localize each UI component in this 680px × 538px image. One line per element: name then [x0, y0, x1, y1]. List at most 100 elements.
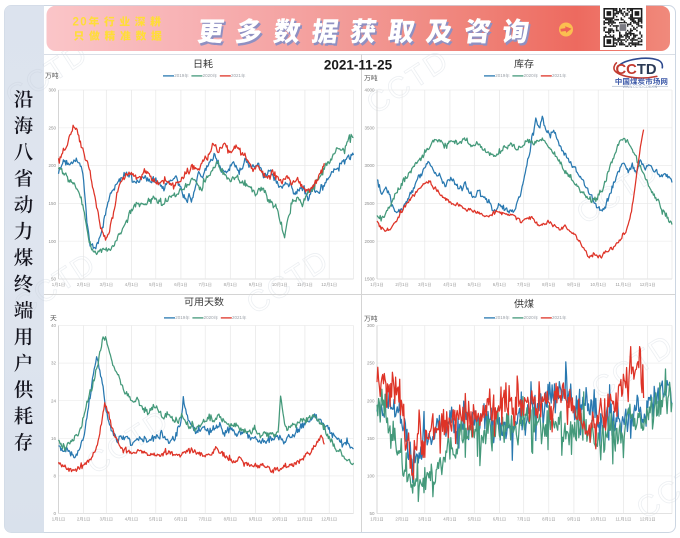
svg-text:150: 150 [48, 201, 56, 206]
svg-text:2: 2 [77, 516, 80, 521]
svg-text:4: 4 [125, 282, 128, 287]
svg-text:10: 10 [272, 516, 277, 521]
svg-text:1: 1 [524, 282, 527, 287]
svg-text:5: 5 [468, 516, 471, 521]
svg-text:12: 12 [640, 516, 645, 521]
svg-text:100: 100 [48, 239, 56, 244]
svg-text:1: 1 [330, 516, 333, 521]
svg-text:1: 1 [474, 282, 477, 287]
svg-text:1: 1 [425, 282, 428, 287]
svg-text:9: 9 [249, 282, 252, 287]
svg-text:1: 1 [106, 516, 109, 521]
svg-text:2019: 2019 [495, 73, 506, 78]
svg-text:100: 100 [367, 474, 375, 479]
svg-text:300: 300 [367, 323, 375, 328]
svg-text:5: 5 [149, 282, 152, 287]
svg-text:2019: 2019 [174, 73, 185, 78]
svg-text:10: 10 [272, 282, 277, 287]
svg-text:1: 1 [156, 282, 159, 287]
svg-text:11: 11 [616, 282, 621, 287]
svg-text:50: 50 [369, 511, 375, 516]
svg-text:1: 1 [181, 282, 184, 287]
svg-text:3000: 3000 [364, 163, 375, 168]
svg-text:1: 1 [230, 282, 233, 287]
svg-text:9: 9 [567, 282, 570, 287]
svg-text:200: 200 [48, 163, 56, 168]
svg-text:1: 1 [549, 282, 552, 287]
svg-text:3: 3 [100, 516, 103, 521]
svg-text:1: 1 [255, 516, 258, 521]
svg-text:1: 1 [625, 282, 628, 287]
svg-text:24: 24 [51, 398, 57, 403]
svg-text:6: 6 [493, 282, 496, 287]
svg-text:20: 20 [73, 17, 89, 29]
svg-text:50: 50 [51, 277, 57, 282]
svg-text:1: 1 [131, 282, 134, 287]
svg-text:1: 1 [181, 516, 184, 521]
svg-text:1: 1 [106, 282, 109, 287]
svg-text:5: 5 [468, 282, 471, 287]
svg-text:1: 1 [330, 282, 333, 287]
svg-text:4000: 4000 [364, 88, 375, 93]
svg-text:9: 9 [567, 516, 570, 521]
svg-text:12: 12 [640, 282, 645, 287]
svg-text:1500: 1500 [364, 277, 375, 282]
svg-text:2020: 2020 [203, 73, 214, 78]
svg-text:1: 1 [230, 516, 233, 521]
svg-text:2: 2 [395, 516, 398, 521]
svg-text:3: 3 [418, 516, 421, 521]
svg-text:1: 1 [402, 516, 405, 521]
svg-text:2020: 2020 [524, 315, 535, 320]
svg-text:8: 8 [224, 282, 227, 287]
svg-text:150: 150 [367, 436, 375, 441]
svg-text:1: 1 [625, 516, 628, 521]
svg-text:1: 1 [600, 282, 603, 287]
svg-text:2000: 2000 [364, 239, 375, 244]
svg-text:12: 12 [321, 282, 326, 287]
svg-text:1: 1 [402, 282, 405, 287]
svg-text:1: 1 [450, 282, 453, 287]
svg-text:32: 32 [51, 361, 57, 366]
svg-text:1: 1 [52, 516, 55, 521]
svg-text:2021: 2021 [552, 315, 563, 320]
svg-text:1: 1 [205, 516, 208, 521]
svg-text:3: 3 [418, 282, 421, 287]
svg-text:1: 1 [499, 282, 502, 287]
svg-text:1: 1 [549, 516, 552, 521]
svg-text:8: 8 [224, 516, 227, 521]
svg-text:1: 1 [574, 282, 577, 287]
svg-text:1: 1 [450, 516, 453, 521]
svg-text:1: 1 [84, 516, 87, 521]
svg-text:10: 10 [590, 282, 595, 287]
svg-text:7: 7 [517, 282, 520, 287]
svg-text:CCTD: CCTD [616, 62, 657, 78]
svg-text:2020: 2020 [524, 73, 535, 78]
svg-text:250: 250 [48, 125, 56, 130]
svg-text:4: 4 [125, 516, 128, 521]
svg-text:40: 40 [51, 323, 57, 328]
svg-text:1: 1 [370, 282, 373, 287]
svg-text:1: 1 [84, 282, 87, 287]
svg-text:1: 1 [499, 516, 502, 521]
svg-text:6: 6 [174, 516, 177, 521]
svg-text:6: 6 [174, 282, 177, 287]
svg-text:1: 1 [255, 282, 258, 287]
svg-text:1: 1 [281, 516, 284, 521]
svg-text:2019: 2019 [175, 315, 186, 320]
svg-text:1: 1 [600, 516, 603, 521]
svg-text:11: 11 [297, 516, 302, 521]
svg-text:8: 8 [542, 516, 545, 521]
svg-text:7: 7 [517, 516, 520, 521]
svg-text:250: 250 [367, 361, 375, 366]
svg-text:2021: 2021 [232, 315, 243, 320]
svg-text:1: 1 [524, 516, 527, 521]
svg-text:1: 1 [649, 516, 652, 521]
svg-text:1: 1 [306, 516, 309, 521]
svg-text:1: 1 [377, 282, 380, 287]
svg-text:1: 1 [425, 516, 428, 521]
svg-text:1: 1 [574, 516, 577, 521]
svg-text:3: 3 [100, 282, 103, 287]
svg-text:16: 16 [51, 436, 57, 441]
svg-text:2019: 2019 [495, 315, 506, 320]
svg-text:2: 2 [77, 282, 80, 287]
